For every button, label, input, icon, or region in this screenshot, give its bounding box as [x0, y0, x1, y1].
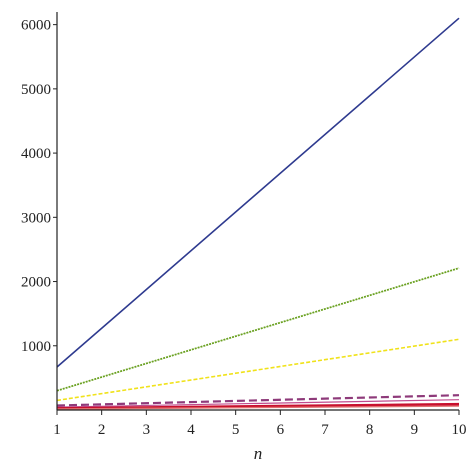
x-tick-label-2: 2 [98, 422, 106, 438]
series-line-3 [56, 338, 460, 402]
series-line-2 [56, 267, 460, 392]
x-tick-label-1: 1 [53, 422, 61, 438]
y-tick-label-2000: 2000 [21, 275, 51, 291]
x-tick-label-8: 8 [366, 422, 374, 438]
series-line-6 [56, 402, 460, 410]
x-tick-label-3: 3 [143, 422, 151, 438]
series-line-4 [56, 394, 460, 407]
y-tick-label-4000: 4000 [21, 146, 51, 162]
series-line-1 [56, 17, 460, 368]
axes: 1 2 3 4 5 6 7 8 9 10 1000 2000 3000 4000 5000 6000 [21, 12, 467, 438]
y-tick-label-5000: 5000 [21, 82, 51, 98]
series-line-5 [56, 399, 460, 408]
x-tick-label-9: 9 [411, 422, 419, 438]
y-tick-label-3000: 3000 [21, 210, 51, 226]
series-line-7 [56, 405, 460, 410]
plot-lines [56, 17, 460, 410]
x-axis-label: n [254, 444, 263, 463]
x-tick-label-6: 6 [277, 422, 285, 438]
y-tick-label-6000: 6000 [21, 18, 51, 34]
x-tick-label-7: 7 [321, 422, 329, 438]
y-tick-label-1000: 1000 [21, 339, 51, 355]
x-tick-label-5: 5 [232, 422, 240, 438]
x-tick-label-10: 10 [452, 422, 467, 438]
x-tick-label-4: 4 [187, 422, 195, 438]
